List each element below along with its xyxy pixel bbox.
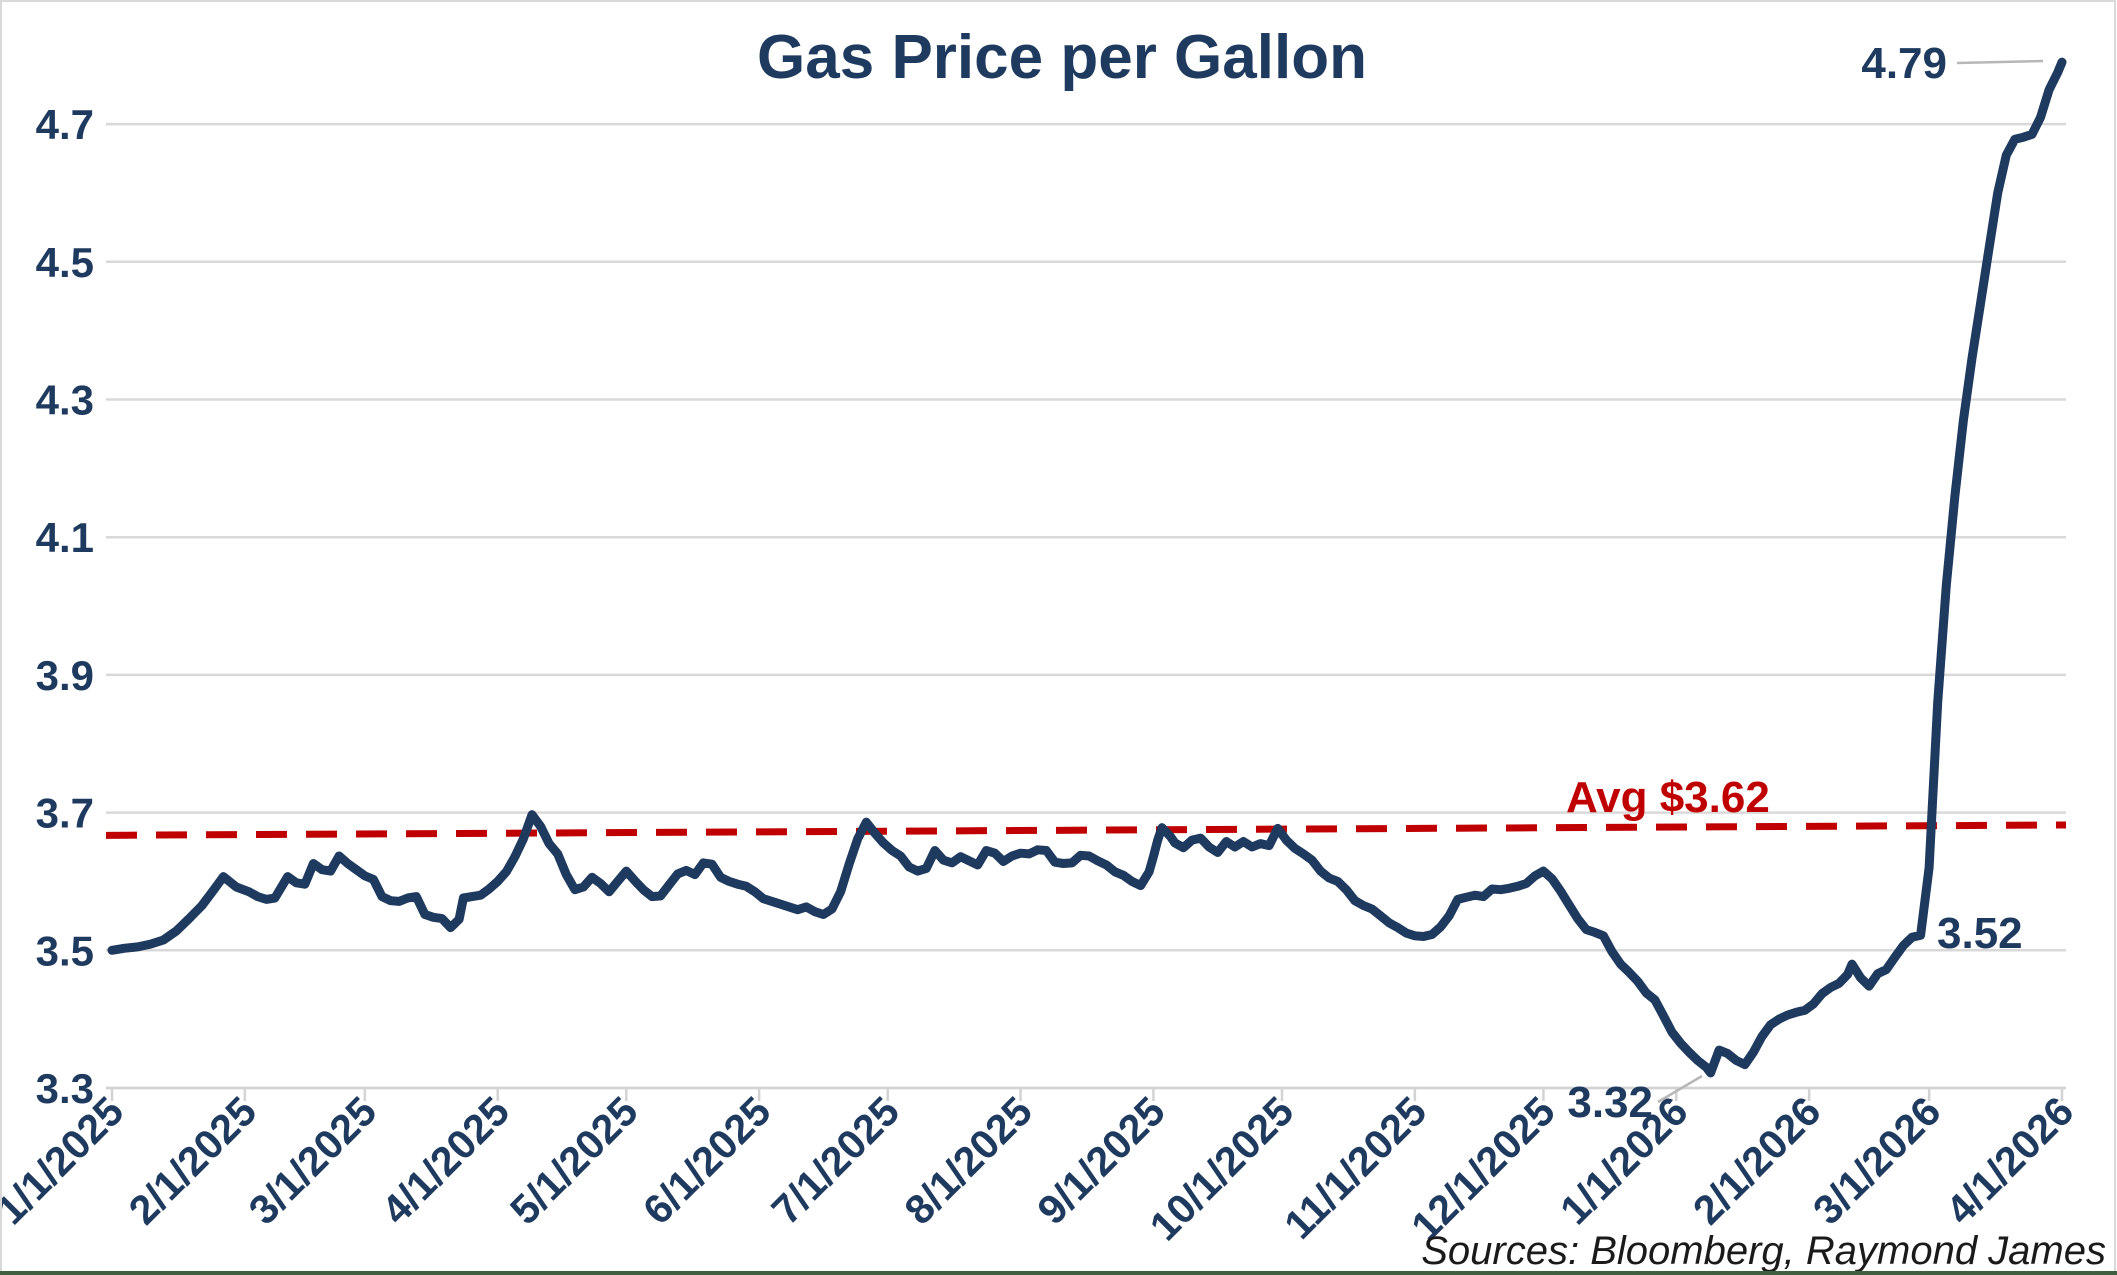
y-axis-tick-label: 3.3 <box>36 1065 94 1112</box>
callout-max-value: 4.79 <box>1861 39 1947 88</box>
callout-leader-max <box>1956 59 2044 65</box>
callout-min-value: 3.32 <box>1567 1078 1653 1127</box>
y-axis-tick-label: 3.7 <box>36 790 94 837</box>
average-dashed-line <box>105 821 2067 839</box>
y-axis-tick-label: 4.3 <box>36 377 94 424</box>
callout-leader-min <box>1657 1074 1703 1104</box>
source-note: Sources: Bloomberg, Raymond James <box>1421 1229 2106 1273</box>
average-line-label: Avg $3.62 <box>1566 773 1770 822</box>
y-axis-tick-label: 3.9 <box>36 652 94 699</box>
y-axis-labels: 4.7 4.5 4.3 4.1 3.9 3.7 3.5 3.3 <box>36 101 94 1112</box>
y-axis-tick-label: 4.1 <box>36 514 94 561</box>
callout-pre-spike-value: 3.52 <box>1937 909 2023 958</box>
y-axis-tick-label: 4.7 <box>36 101 94 148</box>
bottom-accent-bar <box>0 1271 2117 1275</box>
chart-title: Gas Price per Gallon <box>757 23 1367 92</box>
price-line <box>107 57 2067 1078</box>
x-axis <box>106 1086 2066 1101</box>
y-axis-tick-label: 3.5 <box>36 927 94 974</box>
gridlines <box>106 122 2066 1090</box>
y-axis-tick-label: 4.5 <box>36 239 94 286</box>
